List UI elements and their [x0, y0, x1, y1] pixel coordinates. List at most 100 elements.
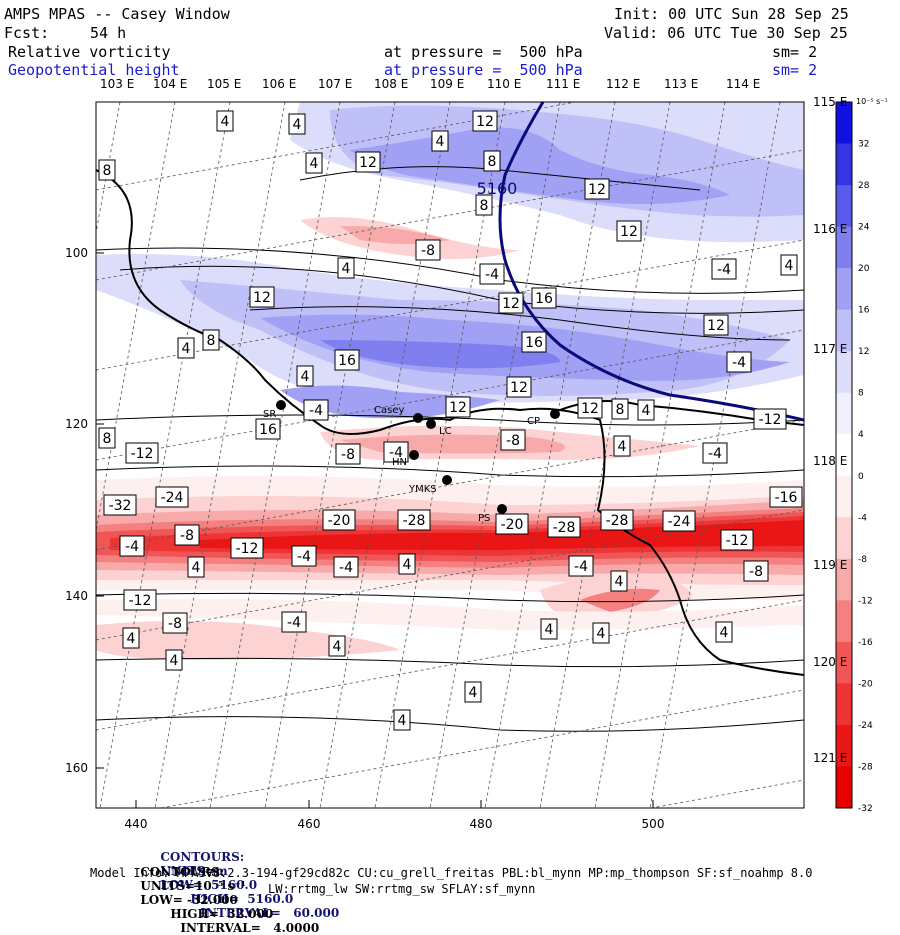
contour-label-box — [464, 681, 482, 703]
contour-label-box — [328, 635, 346, 657]
contour-label: 4 — [342, 261, 351, 277]
contour-label: 4 — [642, 403, 651, 419]
contour-label: -4 — [389, 445, 403, 461]
contour-label-box — [600, 509, 634, 531]
contour-label: 12 — [581, 401, 599, 417]
contour-label-box — [281, 611, 307, 633]
contour-label-box — [540, 618, 558, 640]
colorbar-segment — [836, 517, 852, 560]
vorticity-band-negative — [96, 598, 804, 630]
top-longitude-label: 111 E — [546, 77, 581, 91]
top-longitude-label: 112 E — [606, 77, 641, 91]
vort-contour-label: CONTOURS: — [140, 865, 225, 879]
contour-label: -28 — [403, 513, 426, 529]
contour-label: 12 — [588, 182, 606, 198]
contour-label: 8 — [103, 163, 112, 179]
forecast-label: Fcst: — [4, 24, 50, 42]
contour-label-box — [303, 399, 329, 421]
contour-label: -4 — [339, 560, 353, 576]
contour-label: 4 — [618, 439, 627, 455]
contour-label: 4 — [221, 114, 230, 130]
x-tick-label: 480 — [470, 817, 493, 831]
contour-label: -32 — [109, 498, 132, 514]
top-longitude-label: 114 E — [726, 77, 761, 91]
contour-label-box — [216, 110, 234, 132]
plot-frame — [95, 101, 805, 809]
contour-label-box — [498, 292, 524, 314]
field1-name: Relative vorticity — [8, 43, 171, 61]
contour-label-box — [531, 287, 557, 309]
init-time: Init: 00 UTC Sun 28 Sep 25 — [614, 5, 849, 23]
contour-label-box — [162, 612, 188, 634]
contour-label-box — [577, 397, 603, 419]
contour-label-box — [291, 545, 317, 567]
contour-label-box — [445, 396, 471, 418]
height-contour-units: UNITS=m — [160, 864, 228, 878]
right-longitude-label: 120 E — [813, 655, 847, 669]
contour-label-box — [125, 442, 159, 464]
contour-label: -8 — [341, 447, 355, 463]
contour-label: 4 — [333, 639, 342, 655]
colorbar-segment — [836, 475, 852, 518]
x-tick-label: 440 — [125, 817, 148, 831]
contour-label-box — [334, 349, 360, 371]
vort-contour-low: LOW= -32.000 — [140, 893, 238, 907]
contour-label-box — [521, 331, 547, 353]
contour-label-box — [720, 529, 754, 551]
top-longitude-label: 113 E — [664, 77, 699, 91]
contour-label: 16 — [338, 353, 356, 369]
contour-label: -28 — [553, 520, 576, 536]
contour-label: 12 — [502, 296, 520, 312]
contour-label: -20 — [328, 513, 351, 529]
colorbar-segment — [836, 185, 852, 228]
field2-name: Geopotential height — [8, 61, 180, 79]
contour-label: -4 — [287, 615, 301, 631]
contour-label-box — [335, 443, 361, 465]
model-info: Model Info: MPASv8.2.3-194-gf29cd82c CU:… — [90, 866, 813, 880]
vorticity-contour — [249, 306, 791, 341]
contour-label: -4 — [309, 403, 323, 419]
top-longitude-label: 110 E — [487, 77, 522, 91]
contour-label: 16 — [259, 422, 277, 438]
colorbar-label: -20 — [858, 679, 873, 689]
field1-smoothing: sm= 2 — [772, 43, 818, 61]
vorticity-contour — [96, 657, 804, 668]
contour-label: 12 — [510, 380, 528, 396]
colorbar-label: 28 — [858, 181, 870, 191]
contour-label: 8 — [488, 154, 497, 170]
y-tick-label: 160 — [65, 761, 88, 775]
colorbar-segment — [836, 434, 852, 477]
contour-label: 12 — [359, 155, 377, 171]
contour-label-box — [174, 524, 200, 546]
vorticity-contour — [96, 414, 804, 426]
contour-label-box — [98, 159, 116, 181]
x-tick-label: 500 — [642, 817, 665, 831]
contour-label-box — [711, 258, 737, 280]
field2-level: at pressure = 500 hPa — [384, 61, 583, 79]
contour-label: -24 — [161, 490, 184, 506]
contour-label-box — [202, 329, 220, 351]
colorbar-segment — [836, 351, 852, 394]
contour-label-box — [305, 152, 323, 174]
vorticity-band-negative — [340, 225, 450, 244]
contour-label-box — [483, 150, 501, 172]
contour-label-box — [472, 110, 498, 132]
station-label: SR — [263, 409, 276, 420]
contour-label: 4 — [615, 574, 624, 590]
contour-label-box — [715, 621, 733, 643]
y-tick-label: 120 — [65, 417, 88, 431]
contour-label-box — [288, 113, 306, 135]
height-contour-low: LOW= 5160.0 — [160, 878, 258, 892]
contour-label: -8 — [506, 433, 520, 449]
colorbar-label: 20 — [858, 264, 870, 274]
colorbar-label: 32 — [858, 140, 869, 150]
contour-label-box — [479, 263, 505, 285]
contour-label-box — [431, 130, 449, 152]
contour-label-box — [123, 589, 157, 611]
contour-label: 12 — [620, 224, 638, 240]
contour-label: 4 — [293, 117, 302, 133]
contour-label-box — [475, 194, 493, 216]
contour-label: -8 — [749, 564, 763, 580]
contour-label: 12 — [707, 318, 725, 334]
contour-label: 8 — [616, 402, 625, 418]
